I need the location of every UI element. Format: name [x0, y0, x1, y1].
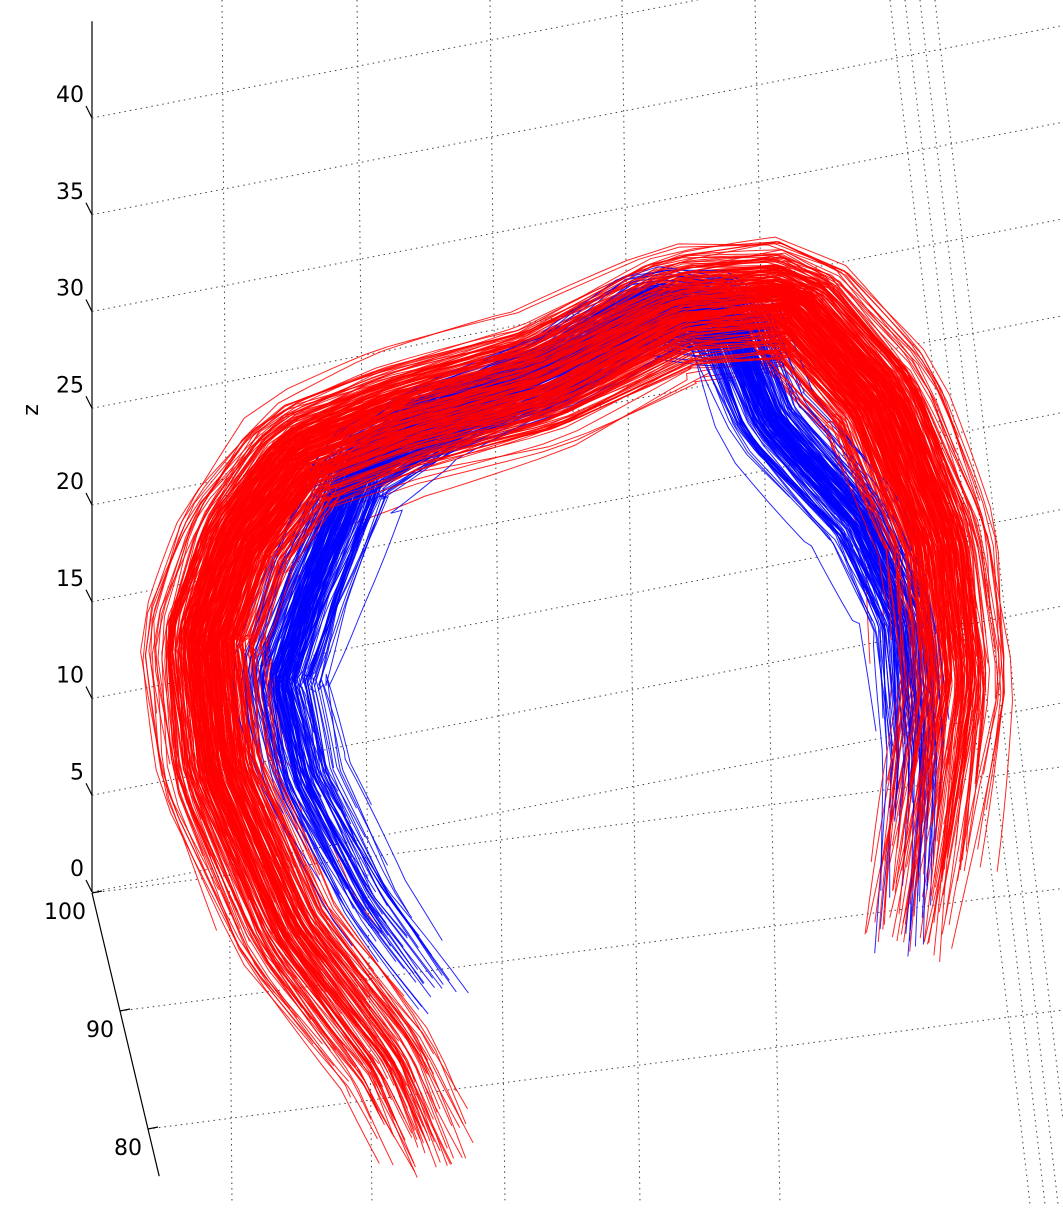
fiber [249, 330, 870, 699]
z-tick-label: 20 [56, 470, 84, 495]
z-tick-label: 30 [56, 277, 84, 302]
z-tick-label: 5 [70, 760, 84, 785]
fiber [186, 285, 929, 815]
fiber [217, 308, 935, 1024]
fiber [202, 300, 932, 960]
fiber [171, 268, 932, 817]
fiber [237, 323, 932, 1074]
fiber [165, 256, 977, 913]
fiber [197, 286, 924, 1068]
fiber [326, 341, 877, 866]
y-tick-label: 100 [44, 900, 86, 925]
fiber [151, 241, 978, 1140]
grid-line [489, 0, 506, 1205]
fiber [209, 298, 930, 688]
fiber [155, 243, 1014, 931]
fiber [169, 269, 977, 1002]
fiber [195, 288, 944, 1091]
fiber [252, 339, 869, 1144]
z-tick-label: 10 [56, 664, 84, 689]
grid-line [621, 0, 641, 1205]
tick-mark [91, 890, 103, 894]
tick-mark [147, 1126, 159, 1130]
fiber [227, 312, 907, 1019]
fiber [169, 264, 971, 1072]
tick-mark [85, 686, 93, 699]
grid-line [91, 24, 1063, 216]
fiber [251, 273, 943, 766]
grid-line [91, 766, 1063, 894]
fiber [209, 303, 935, 940]
y-tick-label: 80 [114, 1136, 142, 1161]
tick-mark [85, 589, 93, 603]
fiber [184, 279, 917, 1000]
y-tick-label: 90 [86, 1018, 114, 1043]
z-tick-label: 0 [70, 857, 84, 882]
tick-mark [85, 782, 93, 796]
grid-line [754, 0, 781, 1205]
fiber [168, 256, 970, 1164]
z-tick-label: 40 [56, 83, 84, 108]
grid-line [91, 121, 1063, 312]
fiber [208, 309, 905, 1058]
tick-mark [85, 395, 93, 409]
fiber [150, 242, 960, 714]
fiber [264, 339, 886, 770]
fiber [144, 242, 1005, 1045]
fiber [259, 351, 887, 715]
fiber [182, 275, 956, 1065]
fiber [190, 280, 968, 750]
fiber [183, 285, 966, 1080]
grid-line [91, 0, 700, 119]
fiber [240, 338, 926, 766]
z-tick-label: 25 [56, 373, 84, 398]
grid-line [934, 0, 1063, 1121]
tick-mark [85, 105, 93, 119]
tick-mark [85, 492, 93, 506]
z-axis-label: z [19, 404, 44, 416]
fiber [215, 308, 920, 881]
fibers [140, 236, 1014, 1178]
tick-mark [85, 202, 93, 216]
tick-mark [85, 299, 93, 312]
z-tick-label: 15 [56, 567, 84, 592]
tick-mark [119, 1008, 131, 1012]
fiber [217, 314, 932, 1022]
fiber [140, 241, 1002, 891]
fiber [187, 284, 915, 882]
fiber [207, 295, 933, 1039]
fiber [230, 317, 901, 862]
fiber [201, 302, 947, 1166]
grid-line [147, 1009, 1063, 1130]
z-tick-label: 35 [56, 180, 84, 205]
fiber [188, 281, 944, 1152]
tick-mark [85, 879, 93, 893]
grid-line [919, 0, 1059, 1205]
